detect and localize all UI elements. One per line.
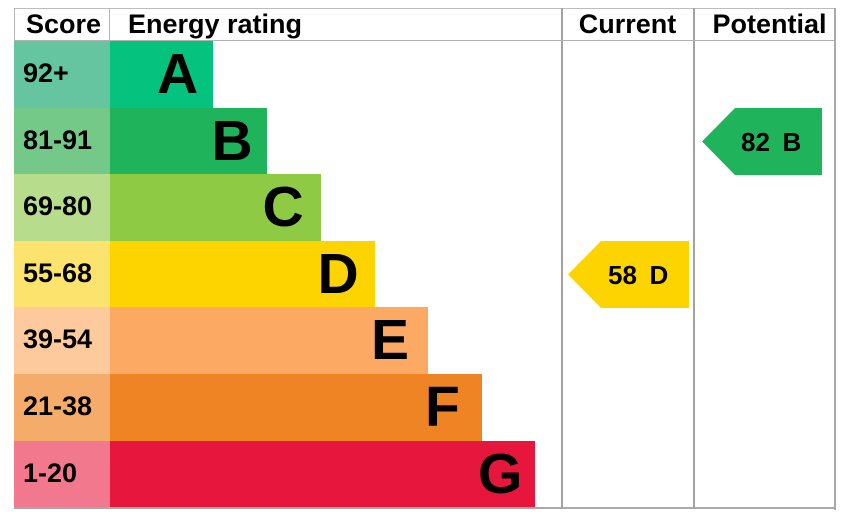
svg-text:82: 82 (741, 127, 770, 157)
svg-text:58: 58 (608, 260, 637, 290)
svg-text:D: D (650, 260, 669, 290)
svg-text:B: B (783, 127, 802, 157)
